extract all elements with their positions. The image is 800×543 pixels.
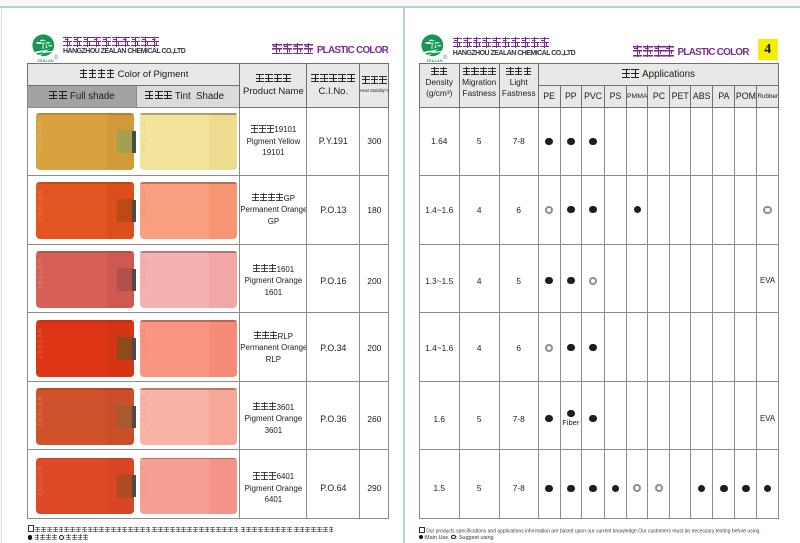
svg-text:®: ® — [54, 55, 59, 62]
svg-text:ZEALAN: ZEALAN — [426, 58, 442, 62]
svg-text:®: ® — [443, 54, 448, 61]
svg-text:ZEALAN: ZEALAN — [37, 59, 53, 63]
